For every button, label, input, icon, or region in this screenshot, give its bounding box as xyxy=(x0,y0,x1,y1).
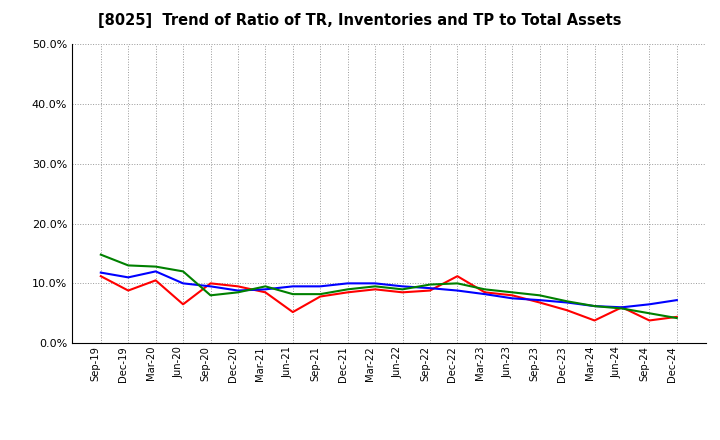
Inventories xyxy=(371,281,379,286)
Trade Receivables xyxy=(96,274,105,279)
Inventories xyxy=(645,302,654,307)
Trade Payables xyxy=(618,306,626,311)
Trade Payables xyxy=(343,287,352,292)
Trade Receivables xyxy=(343,290,352,295)
Inventories xyxy=(124,275,132,280)
Trade Receivables xyxy=(316,294,325,299)
Inventories xyxy=(96,270,105,275)
Trade Receivables xyxy=(124,288,132,293)
Inventories xyxy=(316,284,325,289)
Inventories xyxy=(672,297,681,303)
Line: Trade Receivables: Trade Receivables xyxy=(101,276,677,320)
Inventories xyxy=(343,281,352,286)
Text: [8025]  Trend of Ratio of TR, Inventories and TP to Total Assets: [8025] Trend of Ratio of TR, Inventories… xyxy=(98,13,622,28)
Inventories xyxy=(563,300,572,305)
Trade Payables xyxy=(508,290,516,295)
Trade Receivables xyxy=(179,302,187,307)
Trade Receivables xyxy=(453,274,462,279)
Inventories xyxy=(151,269,160,274)
Trade Receivables xyxy=(371,287,379,292)
Inventories xyxy=(480,291,489,297)
Trade Receivables xyxy=(233,284,242,289)
Trade Receivables xyxy=(618,304,626,310)
Trade Receivables xyxy=(206,281,215,286)
Inventories xyxy=(289,284,297,289)
Trade Receivables xyxy=(672,314,681,319)
Trade Payables xyxy=(672,315,681,321)
Trade Payables xyxy=(590,304,599,309)
Trade Payables xyxy=(563,299,572,304)
Line: Inventories: Inventories xyxy=(101,271,677,307)
Inventories xyxy=(398,284,407,289)
Trade Payables xyxy=(96,252,105,257)
Trade Payables xyxy=(289,291,297,297)
Trade Payables xyxy=(645,311,654,316)
Trade Receivables xyxy=(508,293,516,298)
Trade Payables xyxy=(453,281,462,286)
Trade Receivables xyxy=(536,300,544,305)
Trade Payables xyxy=(398,287,407,292)
Trade Receivables xyxy=(261,290,270,295)
Trade Payables xyxy=(179,269,187,274)
Inventories xyxy=(426,286,434,291)
Trade Payables xyxy=(316,291,325,297)
Trade Receivables xyxy=(480,290,489,295)
Trade Receivables xyxy=(590,318,599,323)
Trade Payables xyxy=(233,290,242,295)
Inventories xyxy=(453,288,462,293)
Trade Receivables xyxy=(151,278,160,283)
Trade Payables xyxy=(480,287,489,292)
Trade Payables xyxy=(206,293,215,298)
Line: Trade Payables: Trade Payables xyxy=(101,255,677,318)
Inventories xyxy=(206,284,215,289)
Trade Payables xyxy=(151,264,160,269)
Inventories xyxy=(618,304,626,310)
Trade Receivables xyxy=(426,288,434,293)
Inventories xyxy=(233,288,242,293)
Inventories xyxy=(536,297,544,303)
Trade Payables xyxy=(124,263,132,268)
Trade Receivables xyxy=(645,318,654,323)
Trade Payables xyxy=(426,282,434,287)
Trade Receivables xyxy=(398,290,407,295)
Inventories xyxy=(179,281,187,286)
Inventories xyxy=(590,304,599,309)
Trade Payables xyxy=(261,284,270,289)
Trade Payables xyxy=(536,293,544,298)
Trade Receivables xyxy=(289,309,297,315)
Trade Payables xyxy=(371,284,379,289)
Inventories xyxy=(261,287,270,292)
Inventories xyxy=(508,296,516,301)
Trade Receivables xyxy=(563,308,572,313)
